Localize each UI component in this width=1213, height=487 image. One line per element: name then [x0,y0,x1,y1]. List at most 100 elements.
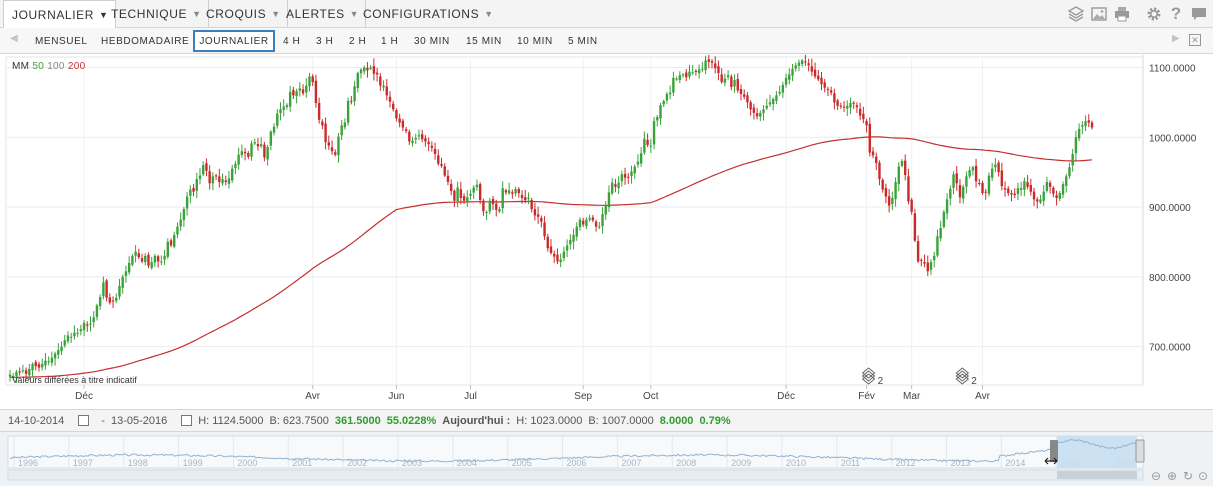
candle-body [160,261,163,263]
candle-body [18,371,21,373]
zoom-in-icon[interactable]: ⊕ [1167,469,1177,483]
tf-hebdomadaire[interactable]: HEBDOMADAIRE [101,35,190,47]
candle-body [614,184,617,187]
candle-body [12,375,15,377]
candle-body [710,61,714,63]
event-marker[interactable]: 2 [861,367,884,387]
candle-body [900,160,904,166]
x-tick-label: Mar [903,391,921,402]
gear-icon[interactable] [1146,6,1162,22]
candle-body [636,161,640,165]
fit-icon[interactable]: ⊙ [1198,469,1208,483]
tf-15min[interactable]: 15 MIN [466,35,502,47]
menu-croquis[interactable]: CROQUIS ▼ [198,0,288,28]
menu-alertes[interactable]: ALERTES ▼ [278,0,367,28]
calendar-icon[interactable] [181,415,193,426]
candle-body [730,76,733,88]
stats-bar: 14-10-2014 - 13-05-2016 H: 1124.5000 B: … [0,409,1213,431]
menu-journalier[interactable]: JOURNALIER ▼ [3,0,116,29]
legend-ma100[interactable]: 100 [47,61,65,72]
chevron-down-icon: ▼ [192,9,202,19]
tf-3h[interactable]: 3 H [316,35,334,47]
navigator-series [9,439,1143,463]
navigator-year-label: 2014 [1005,458,1025,468]
help-icon[interactable]: ? [1170,4,1182,23]
layers-icon[interactable] [1068,6,1084,22]
candle-body [176,226,179,235]
calendar-icon[interactable] [78,415,90,426]
candle-body [1032,191,1036,200]
candle-body [823,82,826,88]
tf-mensuel[interactable]: MENSUEL [35,35,88,47]
legend-ma50[interactable]: 50 [32,61,45,72]
candle-body [443,166,446,176]
tf-4h[interactable]: 4 H [283,35,301,47]
candle-body [726,75,730,78]
scroll-left-icon[interactable]: ◀ [10,33,18,44]
navigator-scrollbar[interactable] [7,469,1144,481]
candle-body [623,173,627,178]
candle-body [453,190,456,201]
candle-body [115,297,118,301]
legend-ma200[interactable]: 200 [67,61,86,72]
navigator-selection[interactable] [1057,436,1137,468]
x-tick-label: Déc [777,391,795,402]
candle-body [60,346,63,352]
price-chart[interactable]: 1100.0000 1000.0000 900.0000 800.0000 700.00… [0,55,1213,409]
tf-2h[interactable]: 2 H [349,35,367,47]
chevron-down-icon: ▼ [349,9,360,19]
candle-body [185,196,189,209]
candle-body [34,362,37,367]
comment-icon[interactable] [1191,6,1207,22]
tf-5min[interactable]: 5 MIN [568,35,598,47]
navigator-handle-left[interactable] [1050,440,1058,462]
candle-body [131,255,134,265]
y-tick-label: 700.0000 [1149,343,1191,354]
candle-body [317,102,321,120]
candle-body [469,193,472,196]
candle-body [1065,176,1068,186]
candle-body [343,122,347,128]
menu-technique[interactable]: TECHNIQUE ▼ [103,0,209,28]
candle-body [565,245,569,251]
menu-configurations[interactable]: CONFIGURATIONS ▼ [355,0,500,28]
candle-body [156,256,160,262]
menu-label: JOURNALIER [12,7,95,22]
candle-body [214,175,218,177]
tf-30min[interactable]: 30 MIN [414,35,450,47]
print-icon[interactable] [1114,6,1130,22]
candle-body [414,137,417,140]
navigator-chart[interactable]: 1996 1997 1998 1999 2000 2001 2002 2003 2004 2005… [0,432,1213,487]
candle-body [485,211,488,213]
candle-body [41,364,44,368]
candle-body [717,66,720,74]
tf-journalier[interactable]: JOURNALIER [193,30,275,52]
candle-body [514,188,517,194]
today-change-pct: 0.79% [699,414,731,427]
x-tick-label: Avr [305,391,320,402]
candle-body [933,255,936,261]
navigator-plot[interactable] [7,435,1144,469]
scroll-right-icon[interactable]: ▶ [1172,33,1180,44]
navigator-scroll-thumb[interactable] [1057,471,1137,479]
candle-body [553,253,556,257]
fullscreen-icon[interactable]: ✕ [1189,34,1201,46]
candle-body [984,191,987,193]
candle-body [466,197,469,202]
reset-zoom-icon[interactable]: ↻ [1183,469,1193,483]
navigator-year-label: 2008 [676,458,696,468]
event-marker[interactable]: 2 [955,367,977,387]
navigator-handle-right[interactable] [1135,439,1145,463]
range-navigator[interactable]: 1996 1997 1998 1999 2000 2001 2002 2003 2004 2005… [0,431,1213,486]
candle-body [820,77,823,85]
tf-1h[interactable]: 1 H [381,35,399,47]
candle-body [768,102,772,105]
candle-body [739,89,743,94]
date-from[interactable]: 14-10-2014 [8,414,65,427]
candle-body [359,69,363,74]
candle-body [218,176,221,182]
date-to[interactable]: 13-05-2016 [110,414,168,427]
tf-10min[interactable]: 10 MIN [517,35,553,47]
image-icon[interactable] [1091,6,1107,22]
zoom-out-icon[interactable]: ⊖ [1151,469,1161,483]
